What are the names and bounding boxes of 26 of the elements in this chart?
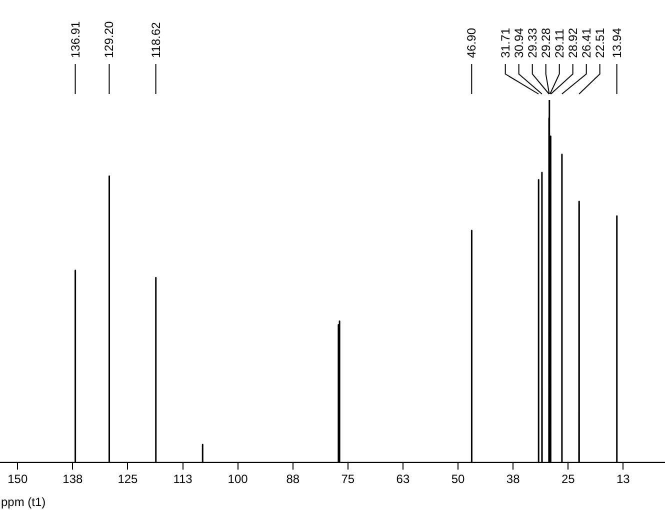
annotation: 29.11: [552, 28, 566, 58]
annotation: 30.94: [512, 28, 526, 58]
x-tick-label: 50: [451, 472, 466, 486]
annotation: 22.51: [592, 28, 607, 58]
x-tick-label: 25: [561, 472, 576, 486]
annotation: 29.28: [538, 28, 553, 58]
x-tick-label: 63: [396, 472, 410, 486]
annotation: 46.90: [464, 28, 479, 58]
annotation: 136.91: [68, 20, 82, 58]
x-tick-label: 138: [62, 472, 83, 486]
annotation: 26.41: [579, 28, 594, 58]
x-tick-label: 113: [173, 472, 193, 486]
x-tick-label: 150: [8, 472, 28, 486]
x-axis-title: ppm (t1): [1, 495, 46, 509]
x-tick-label: 125: [118, 472, 138, 486]
x-tick-label: 88: [286, 472, 300, 486]
x-tick-label: 38: [506, 472, 520, 486]
x-tick-label: 13: [616, 472, 630, 486]
annotation: 28.92: [566, 28, 580, 58]
annotation: 13.94: [610, 28, 624, 58]
annotation: 29.33: [525, 28, 540, 58]
annotation: 129.20: [102, 20, 116, 58]
annotation: 31.71: [498, 28, 512, 58]
x-tick-label: 75: [341, 472, 355, 486]
annotation: 118.62: [148, 22, 163, 58]
x-tick-label: 100: [228, 472, 248, 486]
